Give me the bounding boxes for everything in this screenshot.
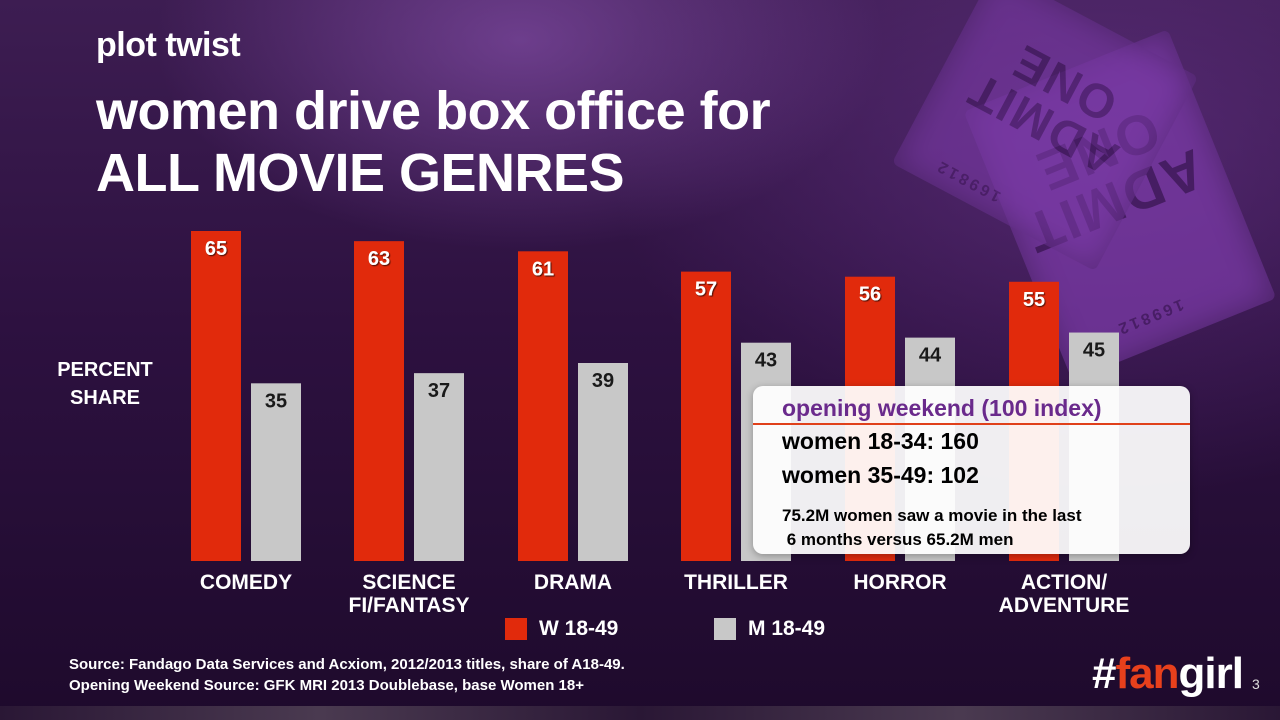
callout-divider [753,423,1190,425]
bar-women [354,241,404,561]
data-label: 55 [1023,289,1045,311]
title-line-2: ALL MOVIE GENRES [96,143,625,203]
bar-men [414,373,464,561]
category-label: HORROR [853,571,946,594]
bar-women [681,271,731,561]
slide-subtitle: plot twist [96,26,241,64]
callout-women-18-34: women 18-34: 160 [782,428,979,454]
bar-women [191,231,241,561]
category-label: FI/FANTASY [349,594,470,617]
data-label: 45 [1083,340,1105,362]
bar-men [251,383,301,561]
data-label: 39 [592,370,614,392]
slide-title: women drive box office for ALL MOVIE GEN… [96,80,771,204]
data-label: 44 [919,345,942,367]
category-label: ACTION/ [1021,571,1107,594]
legend-label-men: M 18-49 [748,617,826,640]
fangirl-logo: #fangirl [1092,649,1244,698]
legend-label-women: W 18-49 [539,617,619,640]
data-label: 56 [859,284,881,306]
category-label: THRILLER [684,571,788,594]
category-label: SCIENCE [362,571,455,594]
category-label: DRAMA [534,571,612,594]
legend-swatch-men [714,618,736,640]
data-label: 61 [532,258,554,280]
data-label: 35 [265,390,287,412]
data-label: 37 [428,380,450,402]
legend-item-women: W 18-49 [505,617,618,641]
category-label: COMEDY [200,571,292,594]
opening-weekend-callout: opening weekend (100 index) women 18-34:… [753,386,1190,554]
data-label: 63 [368,248,390,270]
source-line-2: Opening Weekend Source: GFK MRI 2013 Dou… [69,677,585,694]
source-line-1: Source: Fandago Data Services and Acxiom… [69,656,625,673]
legend-swatch-women [505,618,527,640]
data-label: 65 [205,238,227,260]
bar-men [578,363,628,561]
bottom-photo-strip [0,706,1280,720]
category-label: ADVENTURE [999,594,1130,617]
title-line-1: women drive box office for [96,81,771,141]
callout-women-35-49: women 35-49: 102 [782,462,979,488]
callout-heading: opening weekend (100 index) [782,395,1102,421]
callout-note: 75.2M women saw a movie in the last 6 mo… [782,506,1082,549]
bar-women [518,251,568,562]
legend-item-men: M 18-49 [714,617,825,641]
source-note: Source: Fandago Data Services and Acxiom… [69,654,625,696]
data-label: 57 [695,279,717,301]
data-label: 43 [755,350,777,372]
page-number: 3 [1252,676,1260,692]
y-axis-label: PERCENT SHARE [57,359,153,409]
